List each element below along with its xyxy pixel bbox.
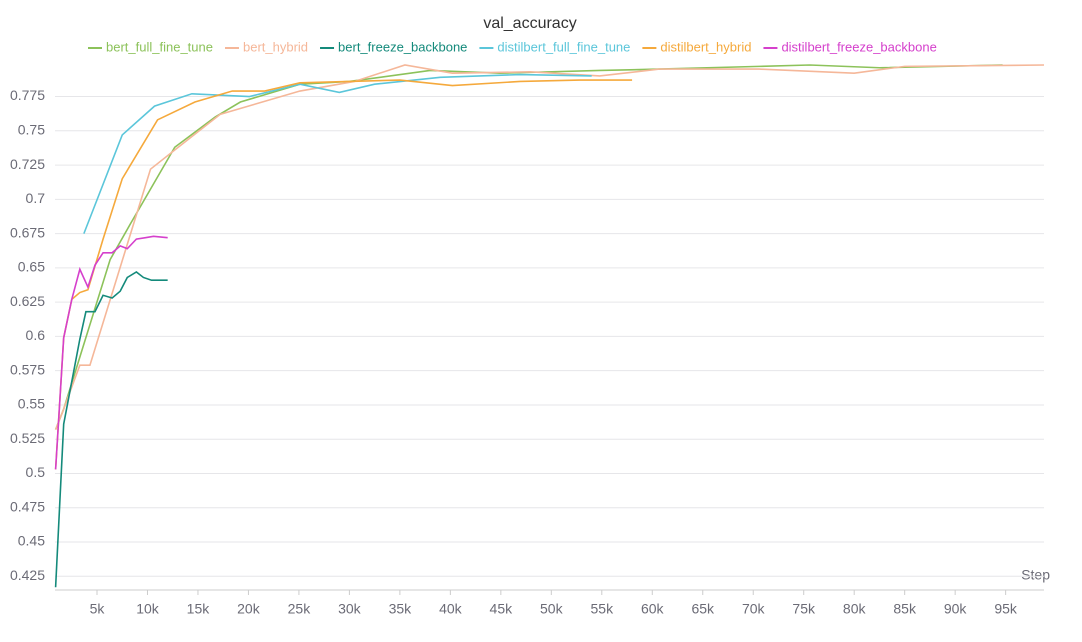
x-tick-label: 85k: [893, 601, 917, 617]
x-tick-label: 70k: [742, 601, 766, 617]
x-tick-label: 15k: [187, 601, 211, 617]
y-tick-label: 0.75: [18, 121, 45, 137]
line: [54, 64, 1003, 430]
y-tick-label: 0.525: [10, 430, 45, 446]
x-tick-label: 95k: [994, 601, 1018, 617]
y-tick-label: 0.6: [26, 327, 46, 343]
line: [54, 271, 168, 588]
x-tick-label: 50k: [540, 601, 564, 617]
legend-label: distilbert_full_fine_tune: [497, 39, 630, 54]
x-tick-label: 60k: [641, 601, 665, 617]
y-tick-label: 0.775: [10, 87, 45, 103]
x-tick-label: 75k: [792, 601, 816, 617]
x-tick-label: 65k: [691, 601, 715, 617]
x-tick-label: 20k: [237, 601, 261, 617]
y-tick-label: 0.675: [10, 224, 45, 240]
y-tick-label: 0.65: [18, 259, 45, 275]
y-tick-label: 0.55: [18, 396, 45, 412]
y-tick-label: 0.45: [18, 533, 45, 549]
x-tick-label: 30k: [338, 601, 362, 617]
y-tick-label: 0.725: [10, 156, 45, 172]
line: [83, 73, 592, 234]
line: [54, 79, 633, 470]
line: [54, 235, 168, 470]
x-tick-label: 80k: [843, 601, 867, 617]
x-tick-label: 90k: [944, 601, 968, 617]
y-tick-label: 0.575: [10, 361, 45, 377]
y-tick-label: 0.7: [26, 190, 46, 206]
x-tick-label: 45k: [490, 601, 514, 617]
x-tick-label: 40k: [439, 601, 463, 617]
legend-label: distilbert_hybrid: [660, 39, 751, 54]
x-tick-label: 35k: [389, 601, 413, 617]
legend-label: bert_hybrid: [243, 39, 308, 54]
x-tick-label: 55k: [591, 601, 615, 617]
chart-title: val_accuracy: [483, 15, 576, 32]
y-tick-label: 0.5: [26, 464, 46, 480]
y-tick-label: 0.475: [10, 498, 45, 514]
x-tick-label: 25k: [288, 601, 312, 617]
legend-label: distilbert_freeze_backbone: [781, 39, 936, 54]
x-tick-label: 5k: [90, 601, 106, 617]
y-tick-label: 0.625: [10, 293, 45, 309]
legend-label: bert_full_fine_tune: [106, 39, 213, 54]
x-axis-label: Step: [1021, 567, 1050, 583]
line: [54, 64, 1045, 430]
y-tick-label: 0.425: [10, 567, 45, 583]
legend-label: bert_freeze_backbone: [338, 39, 467, 54]
x-tick-label: 10k: [136, 601, 160, 617]
